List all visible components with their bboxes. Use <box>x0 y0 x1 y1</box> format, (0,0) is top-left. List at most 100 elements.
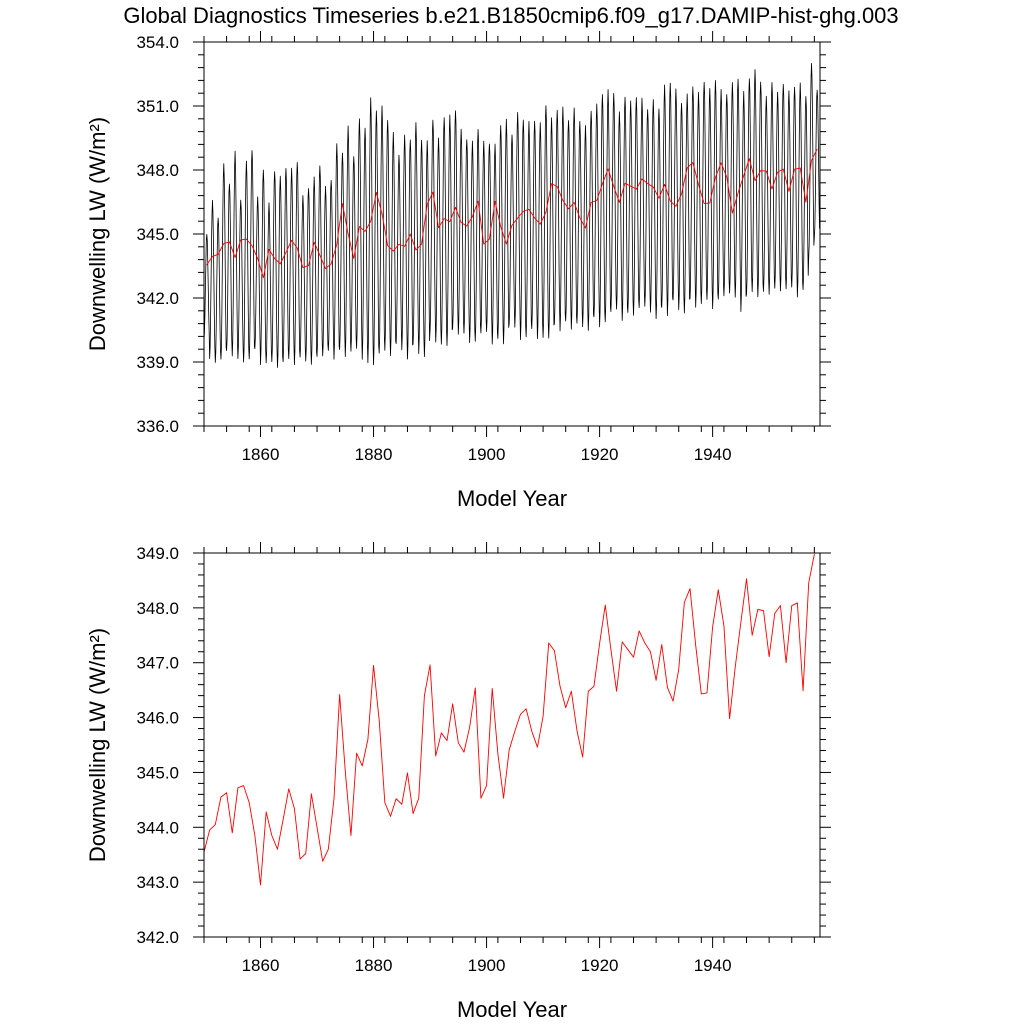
annual-mean-point <box>573 202 575 203</box>
annual-mean-point <box>291 240 292 241</box>
annual-mean-point <box>237 787 239 789</box>
annual-mean-point <box>313 242 315 243</box>
y-tick-label: 345.0 <box>136 225 179 244</box>
annual-mean-point <box>638 630 640 632</box>
annual-mean-point <box>729 718 730 719</box>
annual-mean-point <box>226 792 227 794</box>
annual-mean-point <box>333 798 335 800</box>
y-tick-label: 347.0 <box>136 654 179 673</box>
annual-mean-point <box>811 160 812 161</box>
top-panel: 1860 1880 1900 1920 1940 336.0 339.0 342.0 345.0… <box>85 31 831 511</box>
annual-mean-point <box>737 192 739 194</box>
annual-mean-point <box>780 605 781 606</box>
annual-mean-point <box>409 233 411 235</box>
annual-mean-point <box>797 602 798 604</box>
annual-mean-point <box>579 217 581 219</box>
annual-mean-point <box>212 256 213 257</box>
annual-mean-point <box>607 168 609 170</box>
annual-mean-point <box>542 716 544 717</box>
annual-mean-point <box>689 588 691 589</box>
annual-mean-point <box>294 808 295 809</box>
annual-mean-point <box>652 186 654 188</box>
x-tick-label: 1920 <box>581 445 619 464</box>
y-tick-label: 343.0 <box>136 873 179 892</box>
annual-mean-point <box>633 656 634 658</box>
annual-mean-point <box>424 695 425 696</box>
annual-mean-point <box>387 245 388 247</box>
annual-mean-point <box>299 858 301 860</box>
annual-mean-point <box>472 216 473 217</box>
y-tick-label: 351.0 <box>136 97 179 116</box>
annual-mean-point <box>554 650 555 651</box>
annual-mean-point <box>282 819 284 820</box>
annual-mean-point <box>398 243 400 245</box>
annual-mean-point <box>604 604 606 606</box>
figure-title: Global Diagnostics Timeseries b.e21.B185… <box>123 3 898 28</box>
annual-mean-point <box>384 802 386 803</box>
annual-mean-point <box>463 751 465 753</box>
annual-mean-point <box>288 788 290 790</box>
annual-mean-point <box>760 170 761 171</box>
annual-mean-point <box>455 207 456 208</box>
annual-mean-point <box>217 253 219 255</box>
annual-mean-point <box>342 203 343 205</box>
annual-mean-point <box>703 203 705 204</box>
annual-mean-point <box>520 713 521 715</box>
annual-mean-point <box>257 258 258 259</box>
annual-mean-point <box>378 720 380 721</box>
annual-mean-point <box>452 703 453 705</box>
annual-mean-point <box>438 227 439 228</box>
bottom-panel: 1860 1880 1900 1920 1940 342.0 343.0 344.0 345.0… <box>85 542 831 1022</box>
annual-mean-point <box>715 177 716 178</box>
annual-mean-point <box>726 176 728 178</box>
annual-mean-point <box>460 222 462 223</box>
annual-mean-point <box>347 233 349 234</box>
annual-mean-point <box>587 690 589 692</box>
annual-mean-point <box>616 690 617 692</box>
annual-mean-point <box>305 853 307 854</box>
annual-mean-point <box>712 626 713 628</box>
annual-mean-point <box>754 180 756 181</box>
annual-mean-point <box>316 826 318 828</box>
annual-mean-point <box>517 217 518 219</box>
annual-mean-point <box>613 185 615 187</box>
y-tick-label: 348.0 <box>136 599 179 618</box>
annual-mean-point <box>624 182 626 184</box>
annual-mean-point <box>559 686 561 687</box>
y-tick-label: 349.0 <box>136 544 179 563</box>
annual-mean-point <box>449 221 451 222</box>
annual-mean-point <box>709 202 711 204</box>
annual-mean-point <box>466 225 468 227</box>
annual-mean-point <box>582 756 583 758</box>
annual-mean-point <box>545 211 547 213</box>
annual-mean-point <box>489 238 490 240</box>
annual-mean-point <box>658 197 660 199</box>
annual-mean-point <box>336 243 338 245</box>
annual-mean-point <box>319 255 321 256</box>
x-axis-title: Model Year <box>457 486 567 511</box>
annual-mean-point <box>528 208 530 210</box>
annual-mean-point <box>359 226 360 227</box>
annual-mean-point <box>285 252 287 253</box>
annual-mean-point <box>243 785 244 786</box>
annual-mean-point <box>525 708 527 710</box>
x-tick-label: 1940 <box>694 445 732 464</box>
annual-mean-point <box>647 183 648 184</box>
annual-mean-point <box>568 208 569 210</box>
annual-mean-point <box>441 732 442 734</box>
annual-mean-point <box>508 749 510 751</box>
x-tick-label: 1900 <box>468 956 506 975</box>
annual-mean-point <box>523 211 524 212</box>
annual-mean-point <box>215 824 216 825</box>
annual-mean-point <box>432 191 434 193</box>
annual-mean-point <box>590 202 592 203</box>
annual-mean-point <box>701 693 702 695</box>
annual-mean-point <box>344 771 346 772</box>
annual-mean-point <box>661 644 663 645</box>
annual-mean-point <box>684 602 685 603</box>
y-tick-label: 345.0 <box>136 763 179 782</box>
annual-mean-point <box>367 739 369 740</box>
annual-mean-point <box>720 162 722 164</box>
annual-mean-point <box>816 148 818 150</box>
annual-mean-point <box>681 193 682 195</box>
